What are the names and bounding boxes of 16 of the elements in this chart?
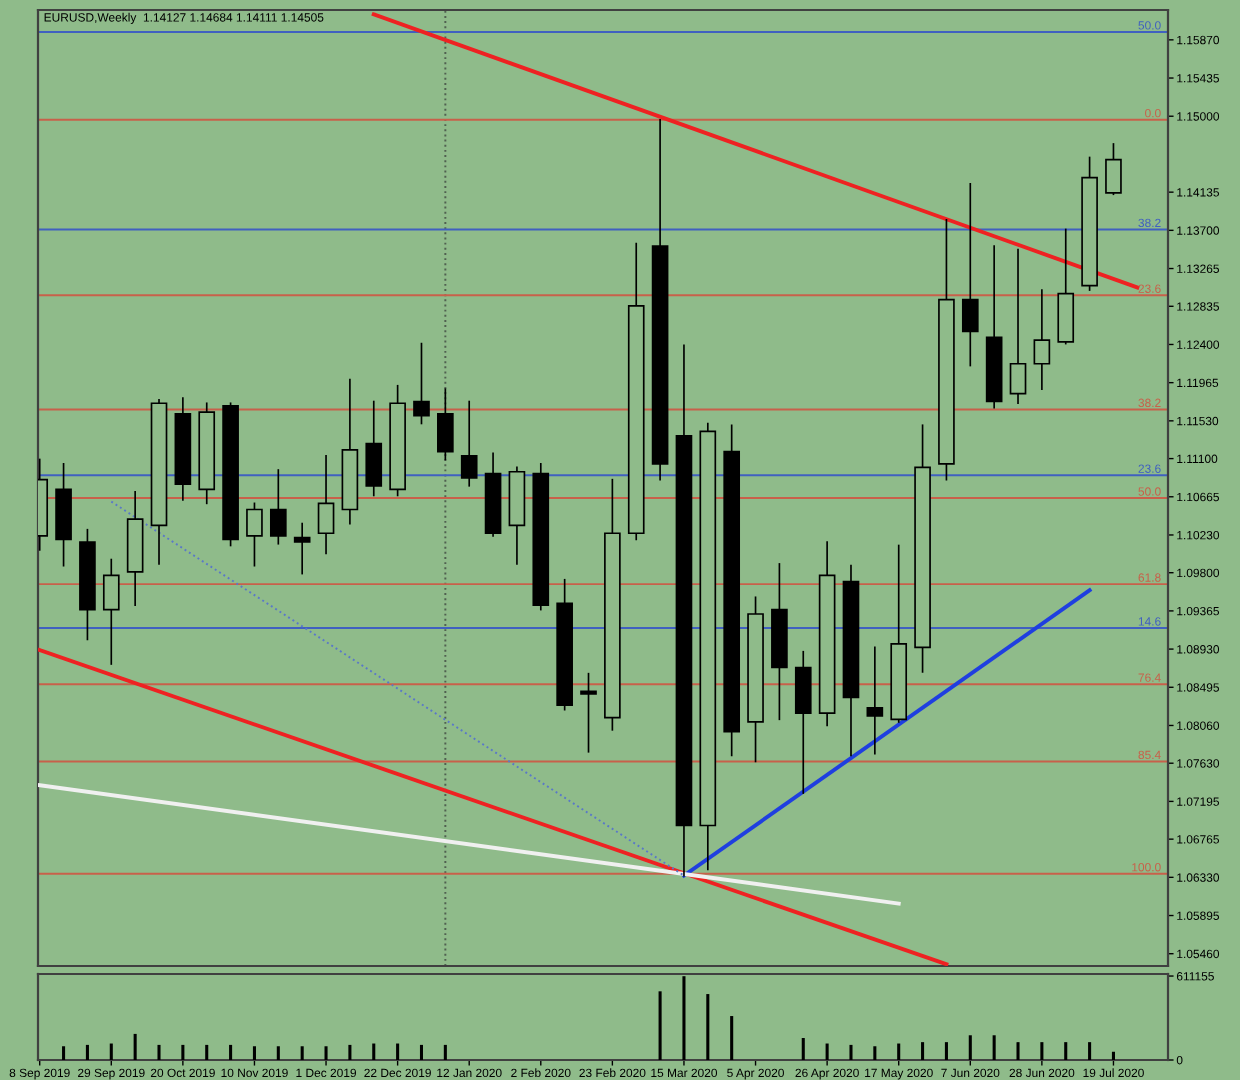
candlestick (866, 646, 884, 755)
candlestick (293, 522, 311, 575)
candlestick (794, 650, 812, 794)
candlestick (413, 342, 430, 425)
candlestick (580, 672, 597, 753)
candlestick (317, 455, 335, 555)
candlestick (1009, 248, 1027, 405)
candlestick (1105, 143, 1122, 196)
candlestick (365, 400, 383, 497)
candlestick (102, 558, 120, 665)
candlestick (437, 388, 454, 461)
candlestick (1033, 289, 1051, 391)
candlestick (269, 469, 287, 545)
candlestick (460, 400, 478, 487)
candlestick (246, 502, 263, 567)
candlestick (961, 182, 979, 367)
